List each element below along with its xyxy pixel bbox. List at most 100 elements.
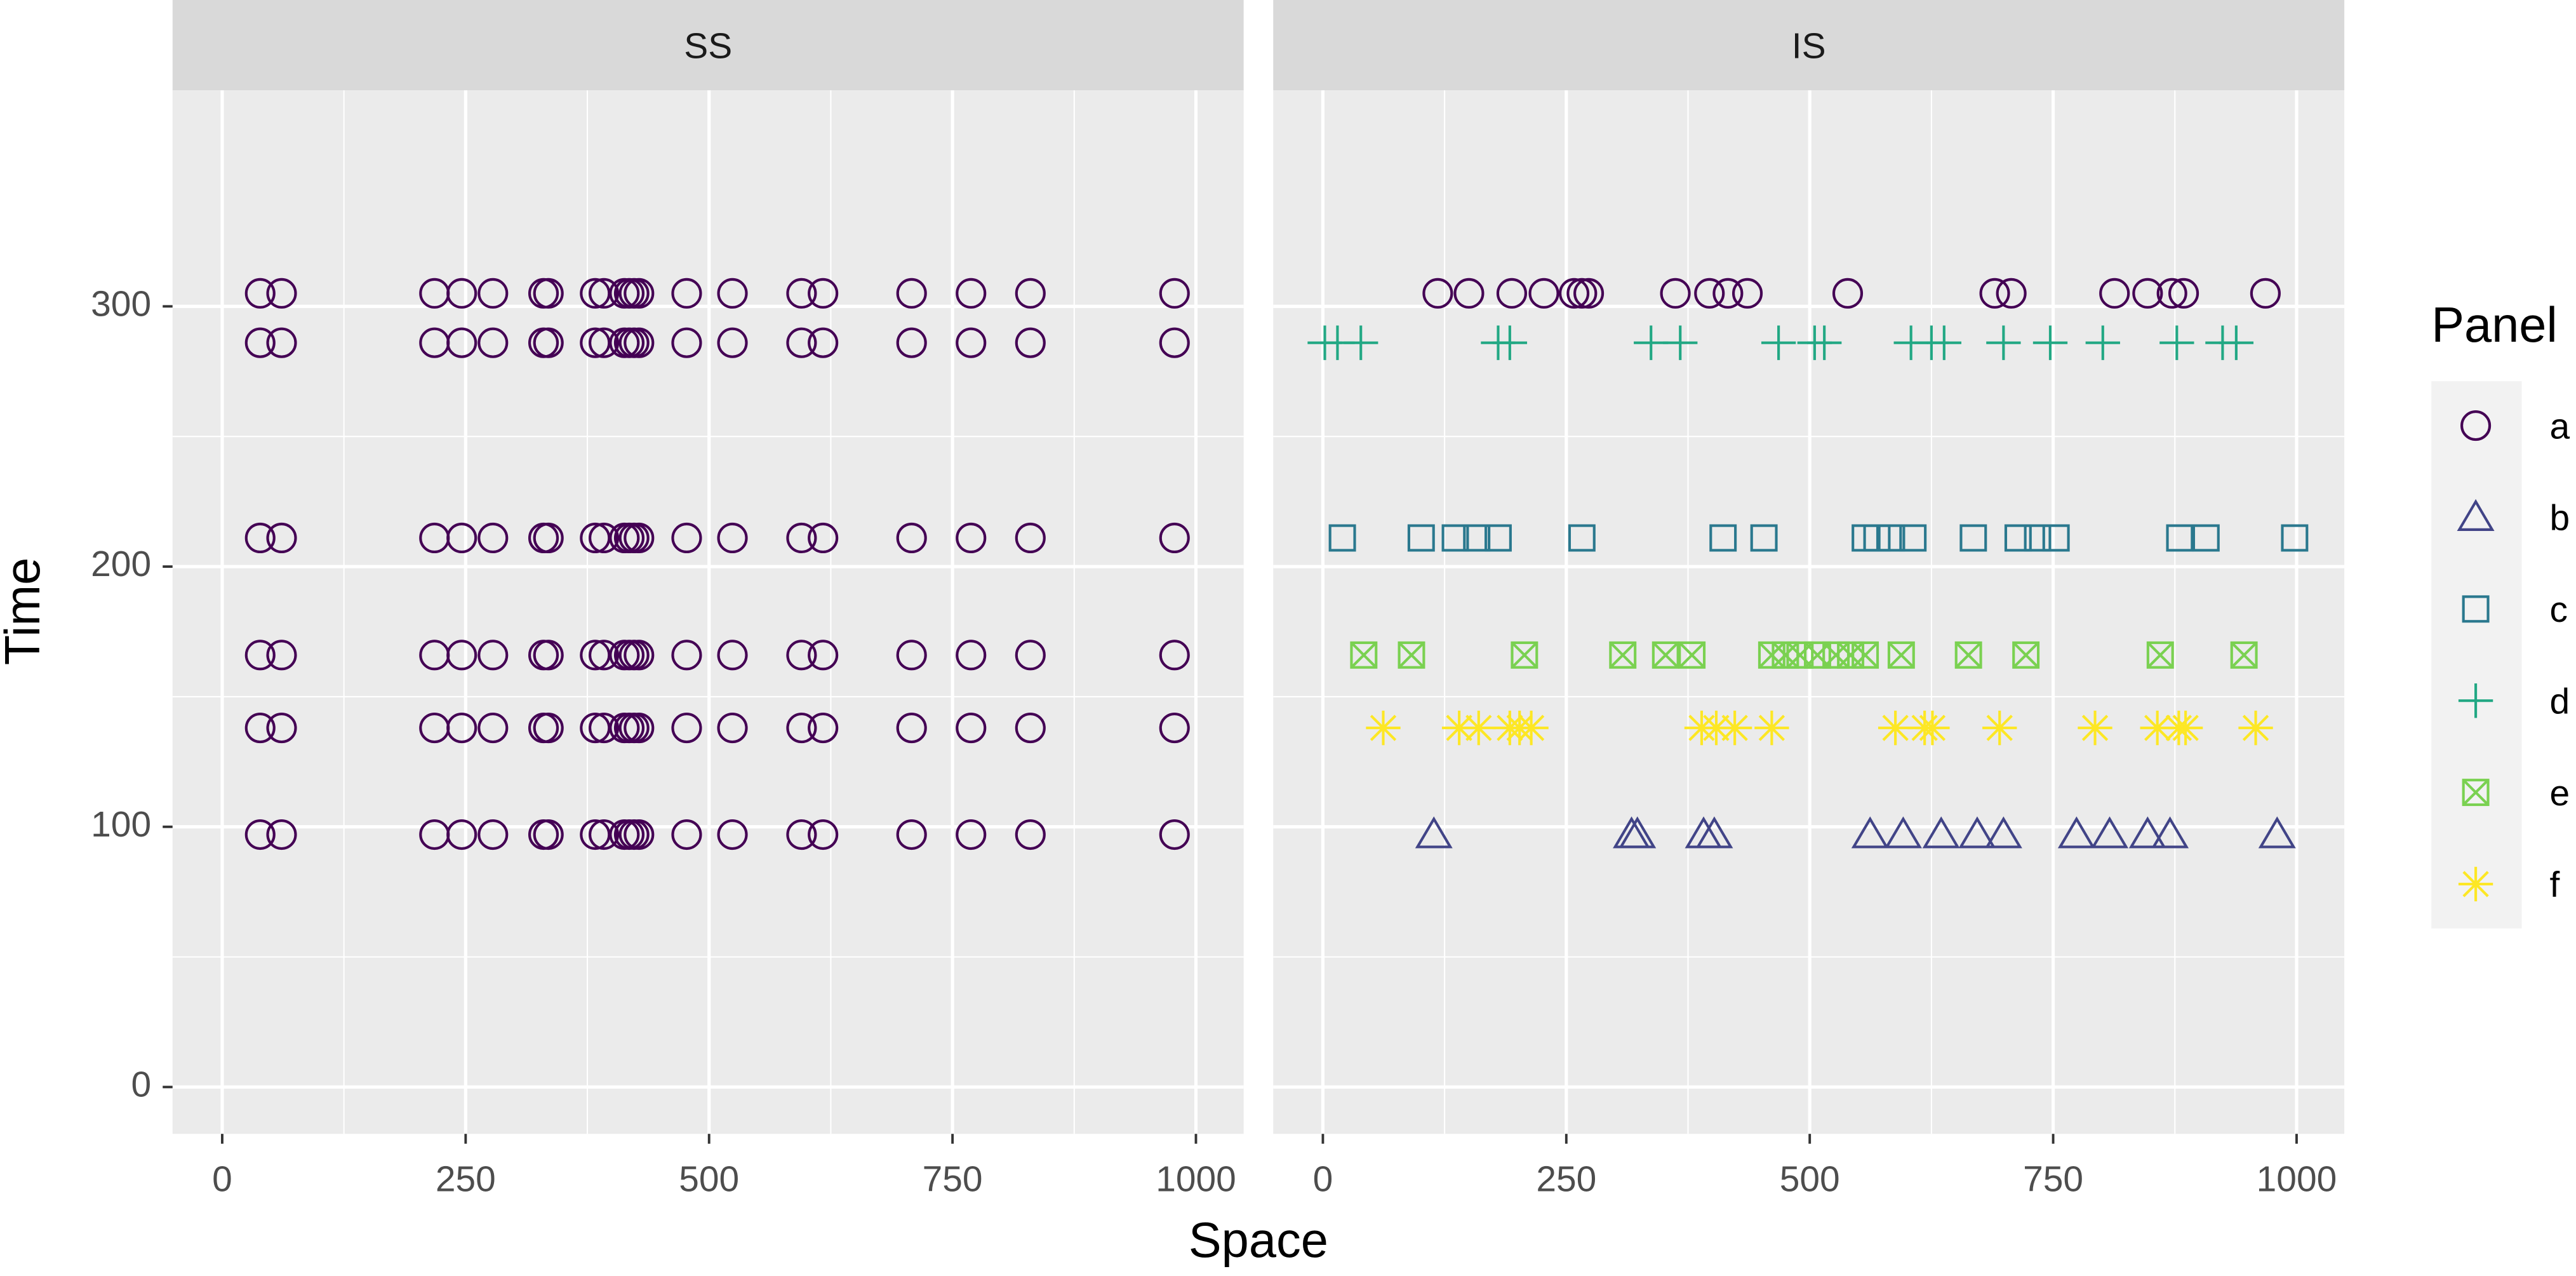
point [2132, 278, 2163, 309]
point [1528, 278, 1559, 309]
point [1660, 278, 1691, 309]
point [2281, 524, 2309, 552]
point [1878, 524, 1905, 552]
point [1441, 710, 1477, 746]
point [1663, 325, 1698, 360]
point [446, 327, 477, 358]
x-tick-label: 0 [1313, 1158, 1333, 1199]
point [446, 640, 477, 671]
point [1712, 278, 1744, 309]
strip-background [1273, 0, 2345, 91]
point [533, 278, 564, 309]
point [808, 278, 839, 309]
point [717, 522, 748, 554]
point [896, 327, 927, 358]
point [1015, 327, 1046, 358]
point [2057, 816, 2095, 849]
point [589, 713, 620, 744]
point [533, 522, 564, 554]
point [2085, 325, 2120, 360]
point [1986, 325, 2021, 360]
legend-key [2462, 779, 2490, 807]
point [808, 522, 839, 554]
point [896, 278, 927, 309]
point [2192, 524, 2220, 552]
y-tick-label: 200 [91, 544, 151, 584]
point [1566, 278, 1598, 309]
point [1899, 524, 1927, 552]
point [1678, 641, 1706, 669]
point [786, 522, 817, 554]
point [1652, 641, 1679, 669]
point [1609, 641, 1637, 669]
point [533, 819, 564, 850]
point [1922, 816, 1960, 849]
point [1350, 641, 1378, 669]
point [1159, 819, 1190, 850]
point [533, 640, 564, 671]
point [1015, 278, 1046, 309]
point [808, 640, 839, 671]
point [446, 522, 477, 554]
point [589, 278, 620, 309]
point [1328, 524, 1356, 552]
point [1015, 640, 1046, 671]
legend-label: b [2550, 498, 2570, 539]
point [956, 713, 987, 744]
point [2151, 816, 2189, 849]
point [1851, 816, 1889, 849]
point [786, 640, 817, 671]
point [2146, 641, 2174, 669]
point [266, 278, 297, 309]
point [956, 327, 987, 358]
point [2250, 278, 2281, 309]
point [2258, 816, 2296, 849]
point [1732, 278, 1763, 309]
point [1954, 641, 1982, 669]
point [1484, 524, 1512, 552]
point [1887, 641, 1915, 669]
x-tick-label: 250 [436, 1158, 496, 1199]
point [244, 819, 276, 850]
point [1159, 522, 1190, 554]
y-tick-label: 300 [91, 283, 151, 324]
point [244, 713, 276, 744]
y-tick-label: 0 [131, 1064, 151, 1105]
point [1514, 710, 1549, 746]
point [956, 819, 987, 850]
point [896, 713, 927, 744]
point [2168, 278, 2199, 309]
x-tick-label: 750 [2023, 1158, 2083, 1199]
point [266, 713, 297, 744]
point [786, 327, 817, 358]
point [786, 819, 817, 850]
x-tick-label: 1000 [2257, 1158, 2337, 1199]
point [589, 327, 620, 358]
point [1634, 325, 1669, 360]
point [1695, 816, 1733, 849]
point [671, 327, 702, 358]
x-tick-label: 250 [1536, 1158, 1596, 1199]
point [446, 278, 477, 309]
point [1698, 710, 1734, 746]
point [1415, 816, 1453, 849]
point [1884, 816, 1922, 849]
point [244, 278, 276, 309]
point [786, 278, 817, 309]
point [477, 640, 509, 671]
point [717, 640, 748, 671]
point [1159, 327, 1190, 358]
legend-key [2458, 683, 2493, 718]
x-tick-label: 500 [1780, 1158, 1840, 1199]
point [2091, 816, 2129, 849]
point [1996, 278, 2027, 309]
point [477, 819, 509, 850]
point [1807, 325, 1842, 360]
point [1717, 710, 1752, 746]
point [2140, 710, 2175, 746]
point [2166, 524, 2194, 552]
point [1568, 524, 1596, 552]
point [1344, 325, 1378, 360]
legend-key [2462, 595, 2490, 623]
point [956, 278, 987, 309]
